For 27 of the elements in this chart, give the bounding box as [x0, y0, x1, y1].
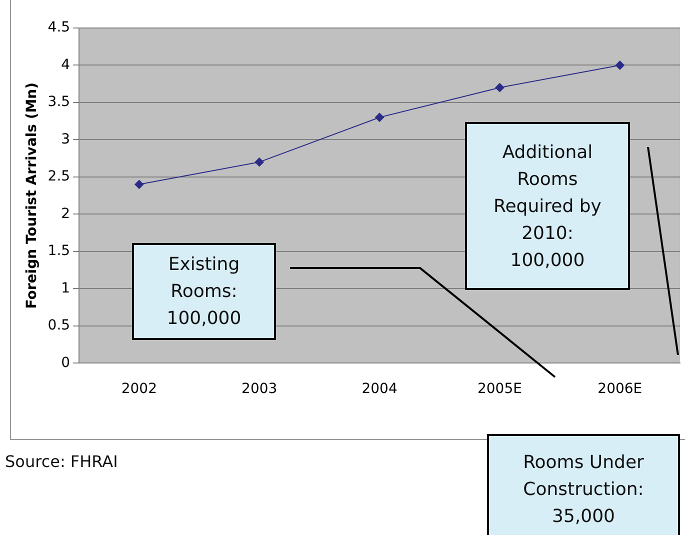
x-tick-label: 2005E	[477, 381, 522, 398]
source-note: Source: FHRAI	[5, 452, 118, 472]
y-tick-label: 0	[61, 354, 70, 371]
y-tick-label: 3	[61, 131, 70, 148]
annotation: Existing Rooms: 100,000	[166, 253, 242, 331]
annotation: Additional Rooms Required by 2010: 100,000	[492, 140, 602, 272]
y-tick-label: 4	[61, 56, 70, 73]
point	[134, 180, 144, 189]
point	[254, 158, 264, 167]
callout-box: Additional Rooms Required by 2010: 100,000	[465, 122, 630, 290]
point	[495, 83, 504, 92]
x-tick-label: 2002	[121, 381, 157, 398]
callout-box: Rooms Under Construction: 35,000	[487, 434, 680, 535]
y-tick-label: 2	[61, 206, 70, 222]
y-tick-label: 1.5	[48, 243, 70, 260]
callout-box: Existing Rooms: 100,000	[132, 243, 276, 340]
y-tick-label: 3.5	[48, 94, 70, 110]
point	[615, 60, 624, 70]
y-tick-label: 2.5	[48, 168, 70, 185]
x-tick-label: 2003	[242, 381, 278, 398]
y-tick-label: 1	[61, 280, 70, 296]
y-tick-label: 4.5	[48, 20, 70, 36]
x-tick-label: 2006E	[598, 381, 642, 398]
x-tick-label: 2004	[362, 381, 398, 398]
point	[375, 112, 384, 122]
y-tick-label: 0.5	[48, 318, 70, 334]
y-axis-title: Foreign Tourist Arrivals (Mn)	[24, 82, 40, 309]
